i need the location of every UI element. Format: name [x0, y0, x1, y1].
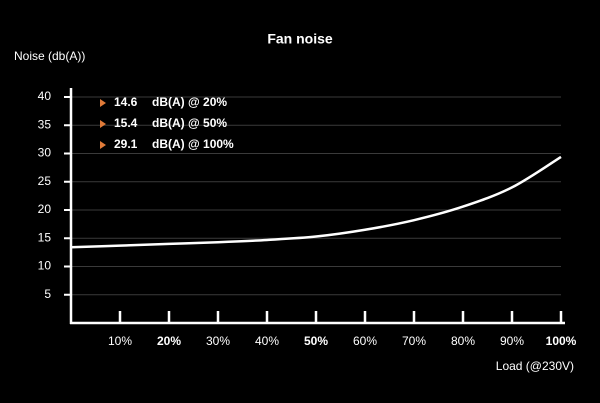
y-tick-label: 40	[38, 89, 52, 103]
y-axis-label: Noise (db(A))	[14, 49, 85, 63]
annotation-text: dB(A) @ 100%	[152, 137, 234, 151]
annotation-text: dB(A) @ 50%	[152, 116, 227, 130]
chart-title: Fan noise	[267, 31, 333, 47]
annotation-value: 29.1	[114, 137, 138, 151]
annotation-marker	[100, 99, 106, 107]
x-tick-label: 70%	[402, 334, 426, 348]
fan-noise-line	[70, 155, 562, 249]
annotation-value: 15.4	[114, 116, 138, 130]
y-tick-label: 30	[38, 146, 52, 160]
annotation-marker	[100, 141, 106, 149]
y-tick-label: 15	[38, 230, 52, 244]
y-tick-label: 5	[44, 287, 51, 301]
y-tick-label: 10	[38, 259, 52, 273]
annotation-text: dB(A) @ 20%	[152, 95, 227, 109]
annotation-value: 14.6	[114, 95, 138, 109]
x-tick-label: 20%	[157, 334, 181, 348]
x-tick-label: 80%	[451, 334, 475, 348]
x-tick-label: 90%	[500, 334, 524, 348]
y-tick-label: 25	[38, 174, 52, 188]
x-axis-label: Load (@230V)	[496, 359, 574, 373]
x-tick-label: 40%	[255, 334, 279, 348]
x-tick-label: 30%	[206, 334, 230, 348]
x-tick-label: 60%	[353, 334, 377, 348]
annotation-marker	[100, 120, 106, 128]
x-tick-label: 50%	[304, 334, 328, 348]
y-tick-label: 35	[38, 117, 52, 131]
y-tick-label: 20	[38, 202, 52, 216]
x-tick-label: 10%	[108, 334, 132, 348]
x-tick-label: 100%	[546, 334, 577, 348]
